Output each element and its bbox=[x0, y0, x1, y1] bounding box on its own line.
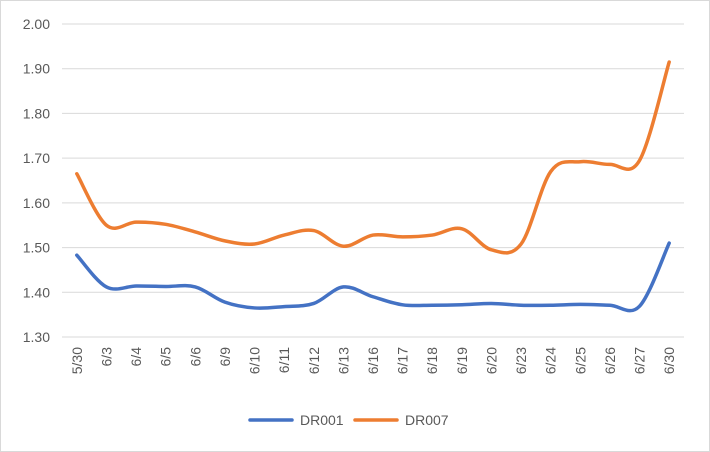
y-tick-label: 1.80 bbox=[23, 105, 50, 121]
x-tick-label: 6/25 bbox=[572, 347, 588, 374]
legend-label-dr007: DR007 bbox=[405, 412, 449, 428]
x-tick-label: 6/24 bbox=[543, 347, 559, 374]
x-tick-label: 6/6 bbox=[187, 347, 203, 367]
y-tick-label: 1.70 bbox=[23, 150, 50, 166]
x-tick-label: 6/26 bbox=[602, 347, 618, 374]
gridlines bbox=[62, 23, 684, 338]
x-tick-label: 6/18 bbox=[424, 347, 440, 374]
series-line-dr007 bbox=[75, 60, 671, 255]
x-tick-label: 6/13 bbox=[335, 347, 351, 374]
x-tick-label: 6/19 bbox=[454, 347, 470, 374]
y-axis-tick-labels: 1.30 1.40 1.50 1.60 1.70 1.80 1.90 2.00 bbox=[23, 16, 50, 345]
x-tick-label: 6/23 bbox=[513, 347, 529, 374]
series-lines bbox=[75, 60, 671, 313]
x-tick-label: 6/5 bbox=[158, 347, 174, 367]
y-tick-label: 1.90 bbox=[23, 61, 50, 77]
x-tick-label: 6/10 bbox=[247, 347, 263, 374]
y-tick-label: 2.00 bbox=[23, 16, 50, 32]
x-tick-label: 6/16 bbox=[365, 347, 381, 374]
y-tick-label: 1.30 bbox=[23, 329, 50, 345]
x-axis-tick-labels: 5/30 6/3 6/4 6/5 6/6 6/9 6/10 6/11 6/12 6/13 6/16 6… bbox=[69, 347, 677, 374]
x-tick-label: 6/27 bbox=[632, 347, 648, 374]
x-tick-label: 6/9 bbox=[217, 347, 233, 367]
series-line-dr001 bbox=[75, 241, 671, 313]
x-tick-label: 6/3 bbox=[98, 347, 114, 367]
x-tick-label: 6/17 bbox=[395, 347, 411, 374]
x-tick-label: 5/30 bbox=[69, 347, 85, 374]
legend: DR001 DR007 bbox=[248, 412, 449, 428]
y-tick-label: 1.60 bbox=[23, 195, 50, 211]
y-tick-label: 1.50 bbox=[23, 240, 50, 256]
x-tick-label: 6/11 bbox=[276, 347, 292, 373]
legend-label-dr001: DR001 bbox=[300, 412, 344, 428]
y-tick-label: 1.40 bbox=[23, 284, 50, 300]
x-tick-label: 6/4 bbox=[128, 347, 144, 367]
x-tick-label: 6/30 bbox=[661, 347, 677, 374]
x-tick-label: 6/20 bbox=[483, 347, 499, 374]
x-tick-label: 6/12 bbox=[306, 347, 322, 374]
